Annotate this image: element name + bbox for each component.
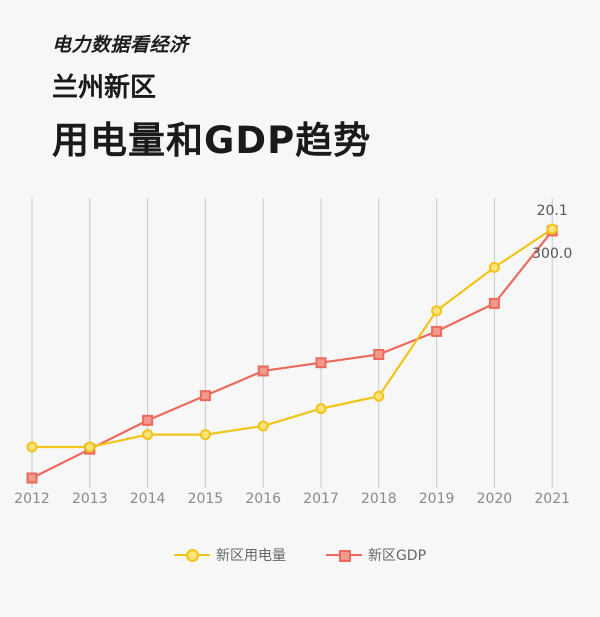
data-point-power-2017 (315, 403, 327, 415)
legend-label-gdp: 新区GDP (367, 548, 427, 564)
x-tick-label-2015: 2015 (188, 491, 224, 507)
data-point-power-2012 (26, 441, 38, 453)
data-point-gdp-2014 (142, 414, 154, 426)
page-title-line2: 用电量和GDP趋势 (52, 119, 372, 162)
x-tick-label-2021: 2021 (534, 491, 570, 507)
brand-title: 电力数据看经济 (52, 34, 189, 56)
x-tick-label-2017: 2017 (303, 491, 339, 507)
data-point-power-2015 (199, 429, 211, 441)
legend-item-gdp: 新区GDP (325, 545, 427, 565)
series-line-gdp (31, 230, 554, 479)
x-tick-label-2018: 2018 (361, 491, 397, 507)
x-tick-label-2014: 2014 (130, 491, 166, 507)
data-point-power-2020 (488, 261, 500, 273)
legend-swatch-power (173, 548, 210, 562)
data-label-gdp-2021: 300.0 (532, 246, 572, 262)
x-tick-label-2020: 2020 (477, 491, 513, 507)
data-point-gdp-2017 (315, 357, 327, 369)
chart-legend: 新区用电量 新区GDP (0, 545, 600, 565)
data-point-power-2013 (84, 441, 96, 453)
data-point-gdp-2015 (199, 390, 211, 402)
series-line-power (32, 228, 553, 449)
legend-swatch-gdp (325, 548, 362, 562)
legend-label-power: 新区用电量 (215, 548, 286, 564)
data-point-power-2021 (546, 223, 558, 235)
data-point-power-2019 (431, 305, 443, 317)
data-point-power-2016 (257, 420, 269, 432)
data-point-gdp-2020 (488, 297, 500, 309)
data-point-gdp-2018 (373, 348, 385, 360)
data-point-power-2014 (142, 429, 154, 441)
data-label-power-2021: 20.1 (537, 203, 568, 219)
data-point-power-2018 (373, 390, 385, 402)
x-tick-label-2016: 2016 (245, 491, 281, 507)
data-point-gdp-2012 (26, 472, 38, 484)
data-point-gdp-2019 (431, 325, 443, 337)
legend-item-power: 新区用电量 (173, 545, 286, 565)
x-tick-label-2019: 2019 (419, 491, 455, 507)
x-tick-label-2012: 2012 (14, 491, 50, 507)
header: 电力数据看经济 兰州新区 用电量和GDP趋势 (52, 30, 371, 164)
data-point-gdp-2016 (257, 365, 269, 377)
page-title-line1: 兰州新区 (52, 73, 157, 103)
x-tick-label-2013: 2013 (72, 491, 108, 507)
